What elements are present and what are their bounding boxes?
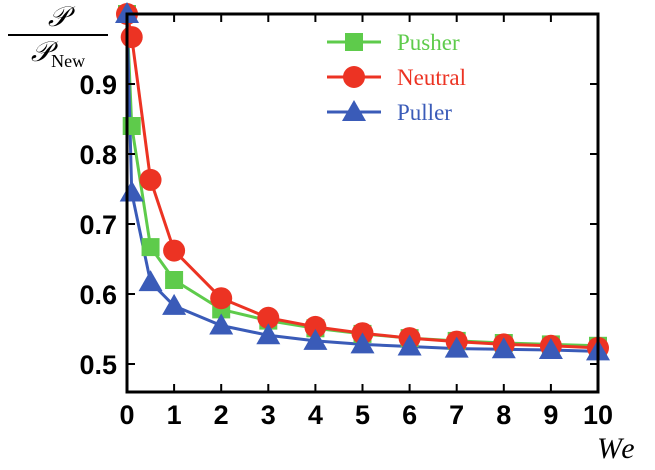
x-tick-label: 4 — [308, 400, 323, 430]
marker-puller — [138, 270, 163, 292]
x-tick-label: 7 — [449, 400, 464, 430]
marker-pusher — [122, 117, 141, 135]
legend: Pusher Neutral Puller — [327, 30, 466, 125]
x-tick-label: 1 — [167, 400, 182, 430]
x-tick-label: 6 — [402, 400, 417, 430]
tick-labels: 0 1 2 3 4 5 6 7 8 9 10 0.5 0.6 0.7 0.8 0.9 — [79, 70, 613, 430]
y-tick-label: 0.5 — [79, 350, 117, 380]
marker-puller — [397, 334, 422, 356]
y-axis-label-numerator: 𝒫 — [47, 2, 69, 33]
x-axis-label: We — [597, 432, 637, 465]
y-axis-label: 𝒫 𝒫New — [6, 2, 110, 78]
y-tick-label: 0.7 — [79, 210, 117, 240]
series-line-neutral — [125, 13, 599, 350]
legend-marker-puller — [342, 100, 366, 121]
marker-puller — [444, 336, 469, 358]
plot-markers — [115, 2, 610, 361]
marker-neutral — [163, 239, 186, 262]
x-tick-label: 8 — [496, 400, 511, 430]
marker-puller — [256, 323, 281, 345]
marker-neutral — [257, 306, 280, 329]
legend-label-neutral: Neutral — [397, 65, 466, 90]
series-line-puller — [125, 13, 599, 353]
marker-neutral — [139, 168, 162, 191]
marker-neutral — [304, 315, 327, 338]
axis-ticks — [126, 14, 599, 392]
marker-pusher — [165, 271, 184, 289]
x-tick-label: 2 — [214, 400, 229, 430]
marker-puller — [303, 328, 328, 350]
marker-puller — [491, 337, 516, 359]
marker-puller — [209, 313, 234, 335]
x-tick-label: 0 — [119, 400, 134, 430]
marker-puller — [538, 338, 563, 359]
x-tick-label: 10 — [583, 400, 613, 430]
x-tick-label: 5 — [355, 400, 370, 430]
x-tick-label: 9 — [543, 400, 558, 430]
legend-label-puller: Puller — [397, 100, 452, 125]
y-axis-label-denominator: 𝒫New — [6, 36, 110, 78]
y-axis-label-denominator-main: 𝒫 — [30, 37, 52, 68]
y-tick-label: 0.9 — [79, 70, 117, 100]
x-tick-label: 3 — [261, 400, 276, 430]
marker-neutral — [210, 287, 233, 310]
legend-marker-pusher — [345, 33, 363, 51]
marker-neutral — [120, 26, 143, 49]
series-line-pusher — [125, 13, 599, 348]
fraction-bar — [8, 34, 108, 36]
marker-puller — [350, 332, 375, 354]
y-tick-label: 0.6 — [79, 280, 117, 310]
legend-label-pusher: Pusher — [397, 30, 460, 55]
y-axis-label-denominator-sub: New — [51, 51, 86, 71]
plot-lines — [125, 13, 599, 353]
marker-pusher — [141, 238, 160, 257]
y-tick-label: 0.8 — [79, 140, 117, 170]
legend-marker-neutral — [343, 66, 365, 88]
marker-puller — [162, 293, 187, 315]
